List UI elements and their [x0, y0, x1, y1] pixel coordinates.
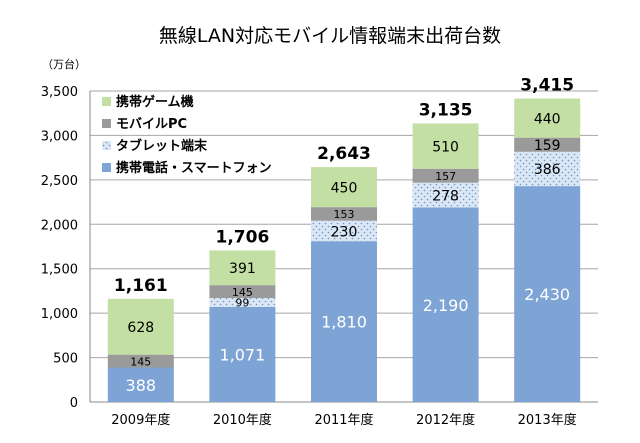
total-label: 2,643: [317, 144, 371, 164]
bar-segment: [209, 285, 276, 299]
data-label: 145: [232, 286, 253, 299]
bar-segment: [311, 220, 377, 242]
legend-label: モバイルPC: [116, 117, 187, 132]
data-label: 159: [534, 138, 561, 154]
bar-segment: [514, 186, 581, 402]
data-label: 2,430: [524, 285, 570, 304]
total-label: 1,161: [114, 276, 168, 296]
legend-swatch: [102, 97, 111, 106]
bar-segment: [311, 241, 377, 402]
data-label: 230: [331, 224, 358, 240]
bar-segment: [412, 168, 479, 183]
total-label: 3,135: [419, 100, 473, 120]
bar-segment: [412, 207, 479, 402]
data-label: 153: [334, 208, 355, 221]
legend-label: タブレット端末: [116, 138, 208, 154]
chart-title: 無線LAN対応モバイル情報端末出荷台数: [159, 25, 501, 47]
bar-segment: [514, 151, 581, 187]
legend-swatch: [102, 163, 111, 172]
data-label: 157: [435, 170, 456, 183]
bar-segment: [412, 123, 479, 169]
data-label: 1,810: [321, 313, 367, 332]
y-tick-label: 3,000: [41, 129, 78, 144]
data-label: 628: [127, 320, 154, 336]
legend-label: 携帯電話・スマートフォン: [116, 160, 272, 176]
total-label: 3,415: [520, 76, 574, 96]
data-label: 510: [432, 139, 459, 155]
data-label: 145: [130, 355, 151, 368]
x-tick-label: 2012年度: [416, 412, 475, 428]
y-tick-label: 0: [70, 396, 78, 411]
x-tick-label: 2011年度: [314, 412, 373, 428]
bar-segment: [107, 354, 174, 368]
data-label: 278: [432, 188, 459, 204]
bar-segment: [514, 98, 581, 138]
data-label: 99: [235, 297, 249, 310]
bar-segment: [209, 306, 276, 402]
bar-segment: [412, 182, 479, 208]
data-label: 440: [534, 111, 561, 127]
bar-segment: [107, 298, 174, 355]
total-label: 1,706: [216, 227, 270, 247]
bar-segment: [209, 298, 276, 307]
bar-segment: [514, 137, 581, 152]
data-label: 450: [331, 180, 358, 196]
bar-segment: [209, 250, 276, 286]
y-tick-label: 1,000: [41, 307, 78, 322]
x-tick-label: 2009年度: [111, 412, 170, 428]
y-tick-label: 2,500: [41, 174, 78, 189]
data-label: 2,190: [423, 296, 469, 315]
x-tick-label: 2010年度: [213, 412, 272, 428]
data-label: 391: [229, 261, 256, 277]
legend-swatch: [102, 141, 111, 150]
data-label: 1,071: [219, 345, 265, 364]
legend-label: 携帯ゲーム機: [116, 94, 194, 110]
y-tick-label: 2,000: [41, 218, 78, 233]
legend-swatch: [102, 119, 111, 128]
bar-segment: [311, 207, 377, 221]
unit-label: （万台）: [42, 57, 86, 71]
bar-segment: [311, 167, 377, 208]
y-tick-label: 3,500: [41, 85, 78, 100]
data-label: 388: [126, 376, 157, 395]
bar-segment: [107, 367, 174, 402]
y-tick-label: 1,500: [41, 263, 78, 278]
data-label: 386: [534, 162, 561, 178]
y-tick-label: 500: [53, 352, 78, 367]
x-tick-label: 2013年度: [518, 412, 577, 428]
